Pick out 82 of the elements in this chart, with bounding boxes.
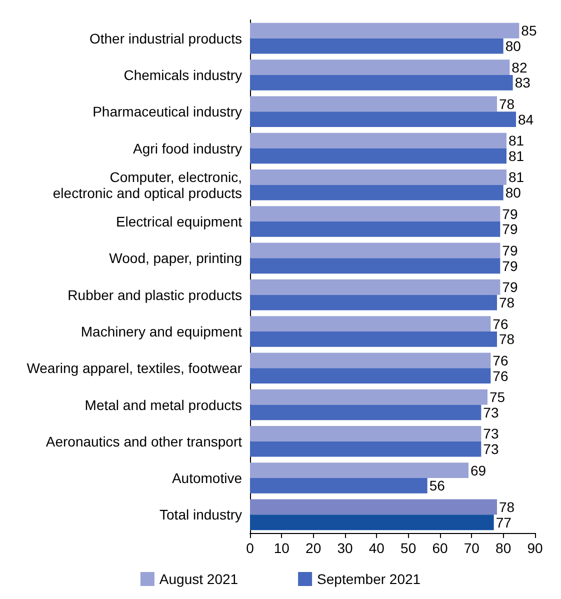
x-tick-label: 10	[274, 540, 290, 556]
y-tick-label: Total industry	[160, 506, 242, 523]
bar	[250, 222, 500, 237]
data-label: 81	[508, 132, 524, 149]
bar	[250, 74, 513, 90]
data-label: 79	[502, 242, 518, 258]
data-label: 73	[483, 426, 499, 442]
bar	[250, 132, 506, 148]
bar	[250, 170, 506, 185]
data-label: 77	[496, 514, 512, 530]
data-label: 79	[502, 206, 518, 222]
legend-label: September 2021	[317, 571, 421, 587]
data-label: 69	[470, 462, 486, 478]
x-tick-label: 30	[337, 540, 353, 556]
data-label: 80	[505, 38, 522, 54]
data-label: 84	[518, 111, 534, 128]
x-tick-label: 70	[464, 540, 480, 556]
data-label: 81	[508, 169, 524, 186]
bar	[250, 441, 482, 457]
data-label: 78	[499, 331, 515, 348]
data-label: 79	[502, 258, 518, 274]
data-label: 80	[505, 184, 522, 201]
y-tick-label: Wood, paper, printing	[109, 250, 242, 266]
bar	[250, 499, 497, 515]
data-label: 79	[502, 221, 518, 238]
y-tick-label: Chemicals industry	[124, 66, 242, 83]
data-label: 75	[490, 389, 506, 406]
x-tick-label: 60	[432, 540, 448, 556]
bar	[250, 22, 520, 38]
y-tick-label: Metal and metal products	[84, 396, 242, 413]
y-tick-label: Machinery and equipment	[80, 323, 242, 340]
data-label: 83	[514, 74, 531, 91]
data-label: 82	[512, 59, 528, 76]
x-tick-label: 40	[368, 540, 385, 556]
bar	[250, 148, 506, 164]
y-tick-label: Electrical equipment	[116, 214, 242, 230]
x-tick-label: 20	[306, 540, 322, 556]
data-label: 85	[521, 22, 537, 39]
bar	[250, 112, 516, 127]
y-tick-label: Other industrial products	[89, 30, 242, 46]
data-label: 56	[429, 478, 446, 494]
y-tick-label: Agri food industry	[133, 140, 242, 156]
data-label: 78	[499, 294, 515, 311]
bar	[250, 368, 491, 384]
data-label: 78	[499, 96, 515, 112]
x-tick-label: 0	[246, 540, 254, 556]
data-label: 78	[499, 498, 515, 515]
bar	[250, 206, 500, 222]
bar	[250, 404, 482, 420]
y-tick-label: Wearing apparel, textiles, footwear	[26, 360, 242, 376]
y-tick-label: Aeronautics and other transport	[46, 433, 242, 450]
data-label: 81	[508, 148, 524, 164]
bar	[250, 462, 468, 478]
y-tick-label: Rubber and plastic products	[68, 286, 242, 303]
legend-label: August 2021	[159, 571, 238, 587]
bar	[250, 96, 497, 112]
data-label: 73	[483, 404, 499, 420]
bar	[250, 258, 500, 274]
bar	[250, 242, 500, 258]
data-label: 76	[492, 352, 508, 368]
bar	[250, 316, 491, 332]
y-tick-label: Computer, electronic, electronic and optical products	[52, 168, 242, 201]
x-tick-label: 80	[496, 540, 512, 556]
bar	[250, 331, 497, 347]
bar	[250, 279, 500, 295]
bar	[250, 184, 504, 200]
bar	[250, 352, 491, 368]
bar	[250, 294, 497, 310]
bar	[250, 514, 494, 530]
data-label: 73	[483, 441, 499, 458]
data-label: 76	[492, 316, 508, 332]
x-tick-label: 50	[400, 540, 416, 556]
bar	[250, 389, 488, 405]
data-label: 76	[492, 368, 508, 384]
y-tick-label: Automotive	[172, 470, 242, 486]
y-tick-label: Pharmaceutical industry	[92, 104, 242, 120]
data-label: 79	[502, 279, 518, 296]
bar	[250, 478, 428, 494]
x-tick-label: 90	[527, 540, 543, 556]
bar	[250, 38, 504, 54]
bar	[250, 60, 510, 75]
bar	[250, 426, 482, 442]
